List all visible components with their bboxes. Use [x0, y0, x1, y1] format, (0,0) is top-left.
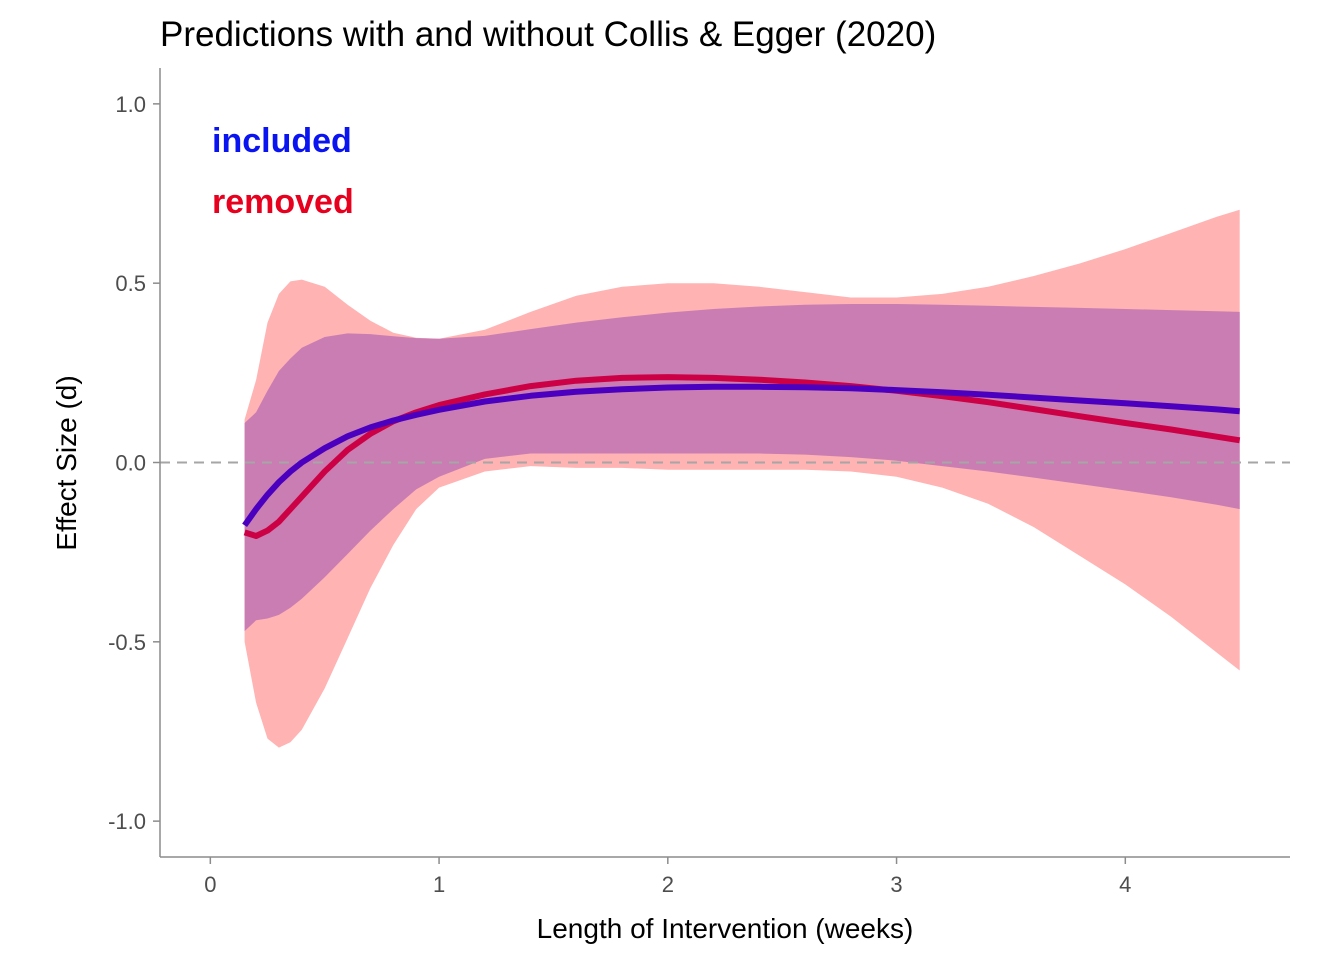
x-axis-title: Length of Intervention (weeks): [537, 913, 914, 944]
x-tick-label: 2: [662, 872, 674, 897]
line-included: [242, 383, 1240, 528]
x-ticks: 0 1 2 3 4: [204, 857, 1131, 897]
y-tick-label: 0.0: [115, 451, 146, 476]
x-tick-label: 4: [1119, 872, 1131, 897]
legend-label-included: included: [212, 122, 352, 160]
y-ticks: -1.0 -0.5 0.0 0.5 1.0: [108, 92, 160, 834]
legend-label-removed: removed: [212, 183, 354, 221]
chart-title: Predictions with and without Collis & Eg…: [160, 15, 936, 54]
legend: included removed: [212, 122, 354, 221]
confidence-bands: [244, 209, 1240, 748]
y-tick-label: -0.5: [108, 630, 146, 655]
y-axis-title: Effect Size (d): [51, 375, 82, 550]
series-lines: [242, 374, 1241, 539]
y-tick-label: -1.0: [108, 809, 146, 834]
band-included: [244, 304, 1240, 632]
x-tick-label: 1: [433, 872, 445, 897]
line-removed: [243, 374, 1241, 539]
y-tick-label: 0.5: [115, 271, 146, 296]
x-tick-label: 3: [890, 872, 902, 897]
y-tick-label: 1.0: [115, 92, 146, 117]
x-tick-label: 0: [204, 872, 216, 897]
